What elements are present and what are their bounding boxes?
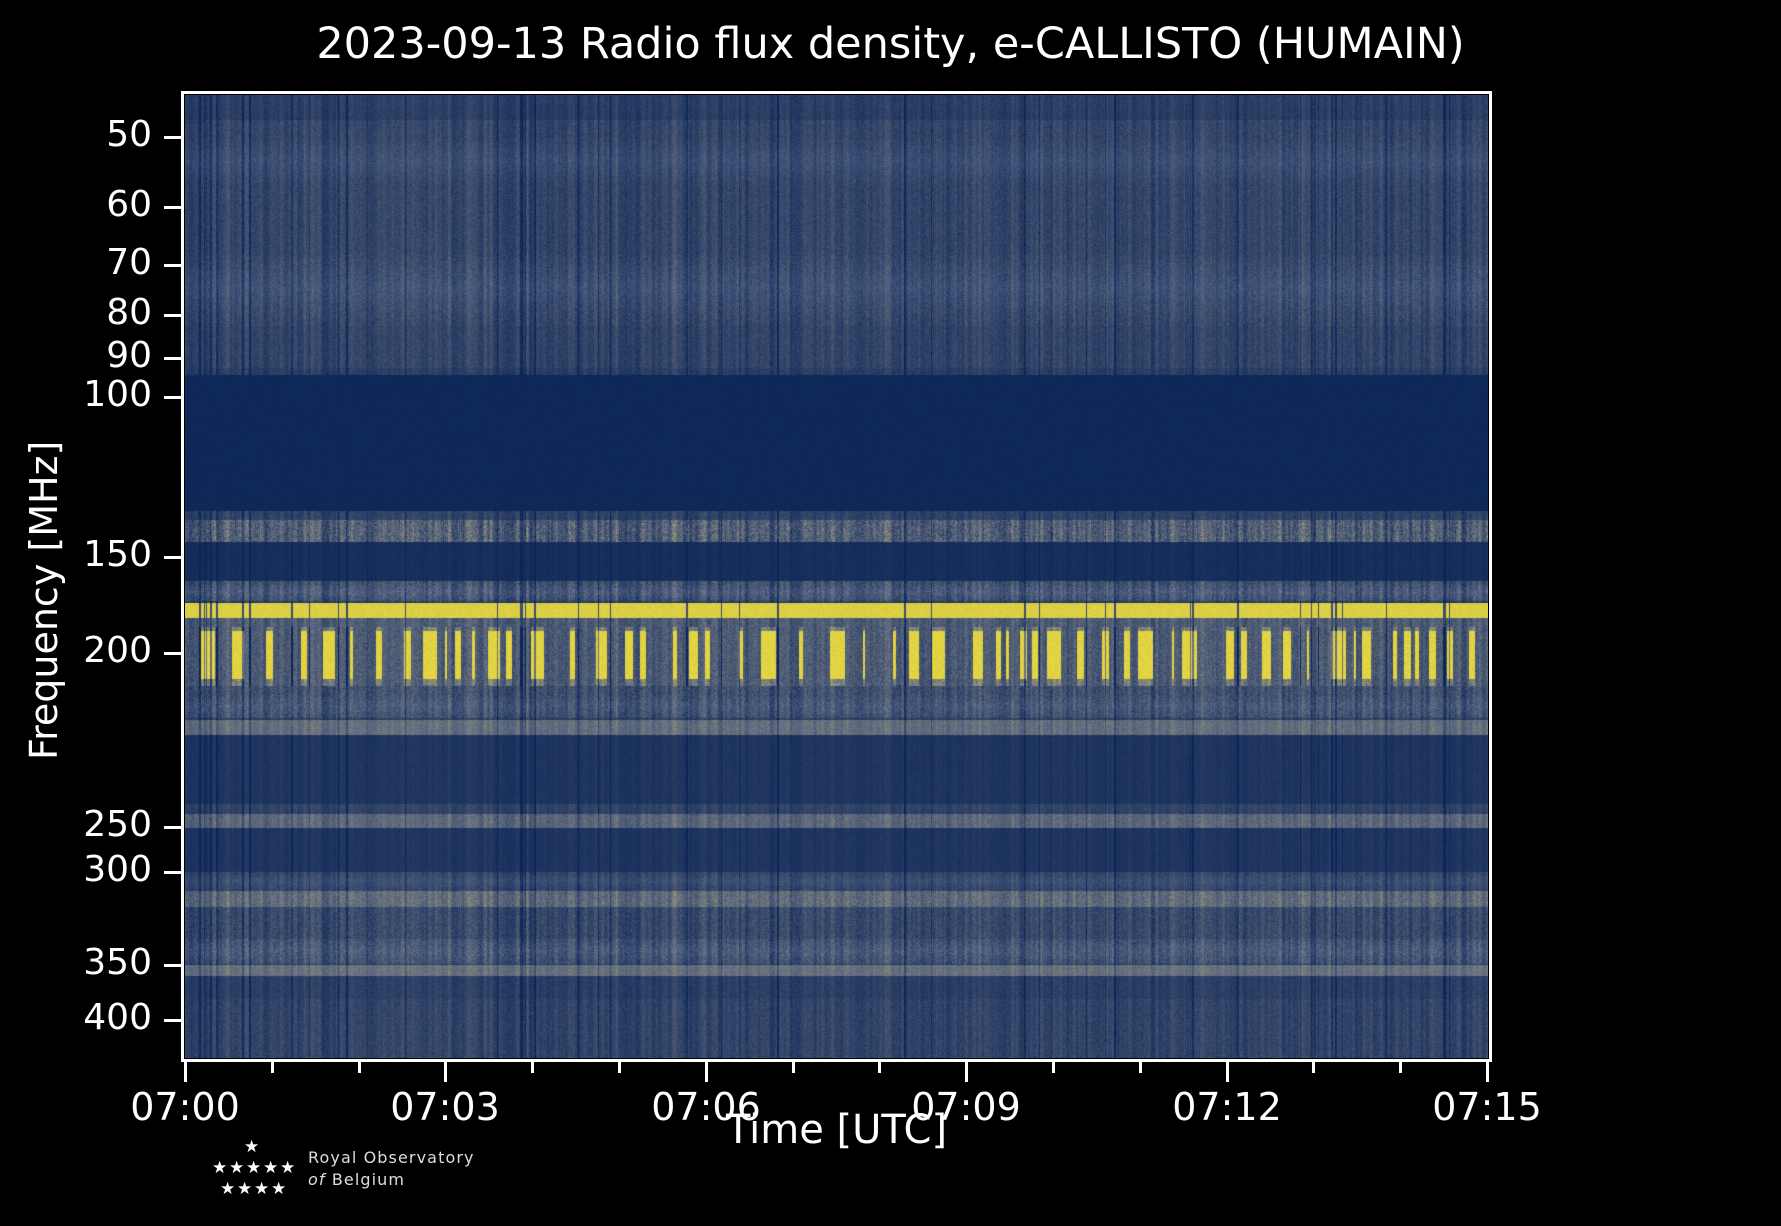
x-tick-mark [1226,1062,1229,1082]
y-tick-mark [164,357,181,360]
x-tick-minor [271,1062,274,1073]
y-tick-mark [164,136,181,139]
logo-line-1: Royal Observatory [308,1148,475,1167]
star-icon: ★ [246,1158,262,1178]
x-tick-label: 07:03 [390,1085,500,1129]
x-tick-label: 07:00 [130,1085,240,1129]
x-tick-label: 07:06 [651,1085,761,1129]
y-tick-label: 350 [83,942,152,983]
y-tick-label: 300 [83,849,152,890]
x-tick-minor [1052,1062,1055,1073]
x-tick-minor [618,1062,621,1073]
y-axis-title-text: Frequency [MHz] [22,440,66,760]
eu-stars-icon: ★ ★ ★ ★ ★ ★ ★ ★ ★ ★ [208,1139,296,1203]
y-tick-mark [164,396,181,399]
x-tick-mark [705,1062,708,1082]
y-tick-label: 50 [106,114,152,155]
y-tick-mark [164,264,181,267]
x-tick-minor [1312,1062,1315,1073]
y-tick-label: 250 [83,804,152,845]
y-tick-mark [164,652,181,655]
star-icon: ★ [229,1158,245,1178]
x-tick-mark [444,1062,447,1082]
logo-line-2: of Belgium [308,1169,475,1191]
y-tick-mark [164,206,181,209]
x-tick-minor [792,1062,795,1073]
y-tick-label: 80 [106,292,152,333]
x-tick-minor [531,1062,534,1073]
y-tick-mark [164,1019,181,1022]
page-title: 2023-09-13 Radio flux density, e-CALLIST… [316,19,1465,69]
x-tick-minor [358,1062,361,1073]
x-axis: 07:00 07:03 07:06 07:09 07:12 07:15 [130,1062,1542,1182]
x-tick-label: 07:15 [1432,1085,1542,1129]
logo-text: Royal Observatory of Belgium [308,1147,475,1191]
plot-frame [181,91,1492,1062]
x-axis-title: Time [UTC] [725,1107,948,1153]
x-tick-minor [1139,1062,1142,1073]
rob-logo: ★ ★ ★ ★ ★ ★ ★ ★ ★ ★ Royal Observatory of Belgium [208,1139,628,1215]
star-icon: ★ [263,1158,279,1178]
logo-of-word: of [308,1170,326,1189]
star-icon: ★ [212,1158,228,1178]
star-icon: ★ [254,1179,270,1199]
y-tick-label: 100 [83,374,152,415]
y-tick-mark [164,871,181,874]
y-tick-label: 90 [106,335,152,376]
x-tick-label: 07:12 [1172,1085,1282,1129]
x-tick-mark [1486,1062,1489,1082]
star-icon: ★ [280,1158,296,1178]
y-tick-label: 150 [83,534,152,575]
y-tick-mark [164,964,181,967]
y-tick-label: 200 [83,630,152,671]
y-tick-label: 400 [83,997,152,1038]
y-tick-label: 60 [106,184,152,225]
spectrogram-plot [185,95,1488,1058]
x-tick-minor [878,1062,881,1073]
y-tick-mark [164,556,181,559]
y-tick-mark [164,314,181,317]
x-tick-mark [965,1062,968,1082]
star-icon: ★ [237,1179,253,1199]
spectrogram-canvas [185,95,1488,1058]
y-tick-label: 70 [106,242,152,283]
star-icon: ★ [244,1137,260,1157]
star-icon: ★ [220,1179,236,1199]
y-axis-labels: 50 60 70 80 90 100 150 200 250 300 350 400 [0,0,181,1226]
logo-belgium-word: Belgium [331,1170,406,1189]
y-tick-mark [164,826,181,829]
x-tick-mark [184,1062,187,1082]
star-icon: ★ [271,1179,287,1199]
x-tick-label: 07:09 [911,1085,1021,1129]
x-tick-minor [1399,1062,1402,1073]
